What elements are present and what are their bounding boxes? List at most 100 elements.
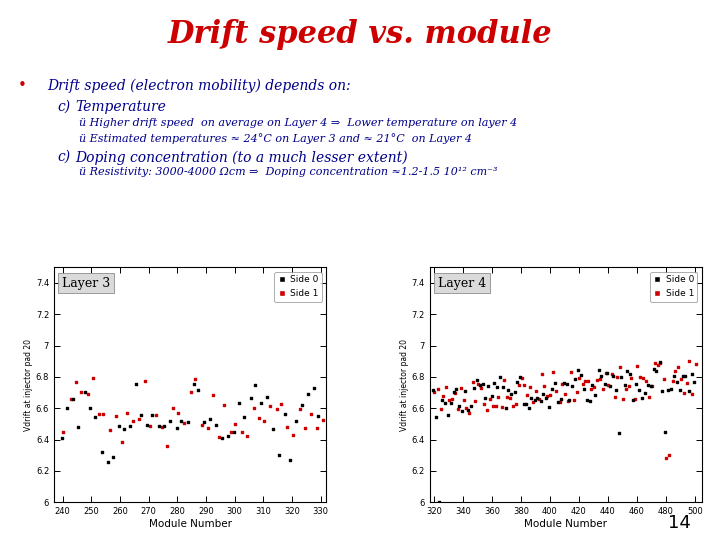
Point	[680, 372, 691, 380]
Point	[72, 422, 84, 431]
Point	[167, 404, 179, 413]
Point	[276, 400, 287, 409]
Point	[621, 367, 633, 375]
Point	[300, 423, 311, 432]
Point	[565, 368, 577, 377]
Point	[469, 397, 481, 406]
Point	[681, 378, 693, 387]
Point	[580, 376, 591, 385]
Point	[459, 387, 471, 395]
Point	[482, 382, 494, 390]
Point	[127, 417, 139, 426]
Point	[539, 381, 550, 390]
Point	[585, 385, 597, 394]
Point	[604, 382, 616, 390]
Point	[541, 394, 552, 402]
Point	[291, 416, 302, 425]
Point	[181, 417, 193, 426]
Point	[654, 359, 666, 367]
Point	[616, 372, 627, 381]
Point	[171, 424, 182, 433]
Point	[518, 400, 529, 408]
Text: c): c)	[58, 100, 71, 114]
Point	[536, 370, 548, 379]
Point	[609, 393, 621, 401]
Point	[198, 417, 210, 426]
Point	[432, 384, 444, 393]
Point	[514, 373, 526, 382]
Point	[623, 381, 634, 390]
Point	[488, 379, 500, 387]
Point	[87, 374, 99, 383]
Point	[258, 417, 270, 426]
Point	[671, 378, 683, 387]
Point	[674, 385, 685, 394]
Point	[107, 453, 119, 461]
Point	[620, 385, 631, 394]
Point	[645, 381, 657, 390]
Point	[431, 413, 442, 421]
Point	[454, 402, 465, 411]
Point	[599, 380, 611, 388]
Point	[538, 389, 549, 398]
Point	[543, 403, 554, 412]
Point	[511, 377, 523, 386]
Point	[104, 426, 116, 435]
Point	[427, 386, 438, 395]
Point	[523, 403, 535, 412]
Point	[629, 395, 641, 403]
Point	[70, 377, 81, 386]
Point	[242, 431, 253, 440]
Text: 14: 14	[668, 514, 691, 532]
Point	[505, 394, 516, 402]
Point	[287, 430, 299, 439]
Point	[582, 377, 594, 386]
Point	[164, 416, 176, 425]
Point	[102, 457, 114, 466]
Point	[636, 394, 648, 403]
Point	[531, 387, 542, 396]
Point	[56, 434, 68, 442]
Point	[562, 396, 574, 405]
Point	[574, 374, 585, 382]
Point	[535, 397, 546, 406]
Point	[135, 410, 147, 419]
Point	[603, 381, 614, 389]
Point	[601, 369, 613, 377]
Point	[577, 380, 588, 388]
Point	[546, 384, 557, 393]
Point	[490, 401, 502, 410]
Point	[591, 376, 603, 384]
Text: Layer 4: Layer 4	[438, 276, 486, 289]
Point	[84, 404, 96, 413]
Point	[685, 370, 697, 379]
Point	[444, 396, 455, 404]
Point	[130, 380, 142, 388]
Legend: Side 0, Side 1: Side 0, Side 1	[274, 272, 322, 301]
Point	[665, 384, 676, 393]
Point	[595, 375, 606, 383]
Point	[302, 389, 314, 398]
Point	[660, 454, 672, 463]
Point	[481, 406, 492, 415]
Point	[253, 414, 265, 423]
Point	[491, 382, 503, 391]
Point	[474, 381, 485, 389]
Point	[556, 380, 567, 388]
Point	[590, 390, 601, 399]
Point	[651, 367, 662, 375]
Text: ü Higher drift speed  on average on Layer 4 ⇒  Lower temperature on layer 4: ü Higher drift speed on average on Layer…	[79, 118, 518, 128]
Point	[67, 395, 78, 403]
Point	[613, 429, 625, 437]
Point	[433, 498, 445, 507]
Point	[139, 376, 150, 385]
Point	[256, 399, 267, 407]
Point	[442, 410, 454, 419]
Point	[606, 369, 617, 378]
Point	[597, 385, 608, 394]
Point	[541, 392, 553, 400]
Point	[508, 402, 519, 410]
Point	[462, 406, 474, 415]
Point	[486, 392, 498, 400]
Point	[677, 372, 688, 380]
